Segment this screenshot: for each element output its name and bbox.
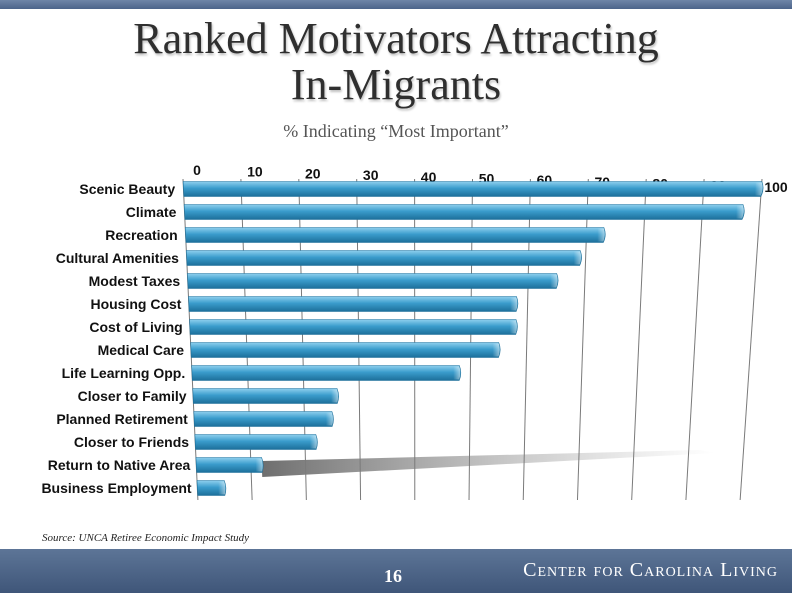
gridline bbox=[182, 178, 199, 500]
category-label: Cost of Living bbox=[89, 319, 182, 335]
bar bbox=[192, 388, 339, 404]
gridline bbox=[522, 178, 531, 500]
bar bbox=[191, 365, 462, 381]
category-label: Medical Care bbox=[98, 342, 185, 358]
gridline bbox=[240, 178, 253, 500]
bar bbox=[194, 434, 318, 450]
gridline bbox=[298, 178, 307, 500]
x-tick-label: 10 bbox=[247, 164, 263, 180]
bar-highlight bbox=[509, 320, 517, 334]
bar bbox=[190, 342, 501, 358]
bar bbox=[193, 411, 334, 427]
bar-highlight bbox=[510, 297, 518, 311]
page-number: 16 bbox=[384, 566, 402, 586]
category-label: Recreation bbox=[105, 227, 177, 243]
x-tick-label: 100 bbox=[764, 179, 788, 195]
bar-highlight bbox=[255, 458, 263, 472]
gridline bbox=[685, 178, 705, 500]
x-tick-label: 20 bbox=[305, 165, 321, 181]
chart-subtitle: % Indicating “Most Important” bbox=[283, 121, 509, 141]
gridline bbox=[739, 178, 763, 500]
category-label: Modest Taxes bbox=[89, 273, 181, 289]
category-label: Cultural Amenities bbox=[56, 250, 179, 266]
bar-highlight bbox=[325, 412, 333, 426]
bar bbox=[186, 250, 582, 266]
bar-highlight bbox=[754, 182, 763, 196]
bar bbox=[184, 227, 606, 243]
category-label: Business Employment bbox=[41, 480, 191, 496]
category-labels: Scenic Beauty Climate Recreation Cultural A… bbox=[41, 181, 191, 496]
bar bbox=[195, 457, 264, 473]
category-label: Life Learning Opp. bbox=[62, 365, 186, 381]
bars bbox=[182, 181, 764, 496]
bar-highlight bbox=[309, 435, 317, 449]
x-tick-label: 30 bbox=[363, 167, 379, 183]
organization-name: Center for Carolina Living bbox=[523, 559, 778, 581]
category-label: Closer to Family bbox=[78, 388, 187, 404]
gridline bbox=[576, 178, 589, 500]
category-label: Scenic Beauty bbox=[79, 181, 175, 197]
bar-highlight bbox=[492, 343, 500, 357]
footer-bar: 16 Center for Carolina Living bbox=[0, 549, 792, 593]
title-line-1: Ranked Motivators Attracting bbox=[133, 14, 659, 63]
bar bbox=[187, 273, 559, 289]
gridline bbox=[356, 178, 362, 500]
gridline bbox=[631, 178, 647, 500]
category-label: Housing Cost bbox=[90, 296, 181, 312]
title-line-2: In-Migrants bbox=[290, 60, 502, 109]
chart-title: Ranked Motivators Attracting In-Migrants bbox=[0, 16, 792, 108]
category-label: Return to Native Area bbox=[48, 457, 191, 473]
bar bbox=[183, 204, 745, 220]
bar bbox=[188, 296, 519, 312]
category-label: Closer to Friends bbox=[74, 434, 189, 450]
bar-highlight bbox=[550, 274, 558, 288]
category-label: Climate bbox=[126, 204, 177, 220]
bar bbox=[189, 319, 518, 335]
bar-highlight bbox=[573, 251, 582, 265]
category-label: Planned Retirement bbox=[56, 411, 188, 427]
bar-highlight bbox=[597, 228, 605, 242]
floor-shadow bbox=[261, 450, 715, 477]
source-note: Source: UNCA Retiree Economic Impact Stu… bbox=[42, 532, 250, 544]
bar-highlight bbox=[331, 389, 339, 403]
bar-highlight bbox=[218, 481, 226, 495]
x-tick-label: 0 bbox=[193, 162, 201, 178]
bar-chart: 0102030405060708090100 Scenic BeautyClim… bbox=[41, 162, 788, 500]
x-tick-label: 40 bbox=[421, 169, 437, 185]
bar bbox=[182, 181, 764, 197]
bar-highlight bbox=[736, 205, 744, 219]
bar-highlight bbox=[453, 366, 461, 380]
top-band bbox=[0, 0, 792, 9]
bar-shadow bbox=[261, 450, 715, 477]
gridline bbox=[468, 178, 473, 500]
